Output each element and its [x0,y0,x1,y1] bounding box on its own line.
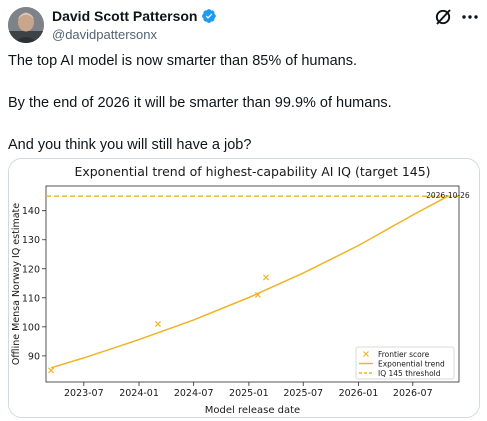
x-tick-label: 2025-07 [283,388,323,399]
y-tick-label: 100 [22,322,40,333]
legend-label: Exponential trend [378,359,445,368]
frontier-point [154,320,161,327]
verified-badge-icon [201,8,217,24]
y-axis-label: Offline Mensa Norway IQ estimate [11,203,22,365]
x-tick-label: 2026-07 [393,388,433,399]
plot-frame [45,185,460,383]
tweet-line: The top AI model is now smarter than 85%… [8,53,357,69]
avatar[interactable] [8,7,44,43]
y-tick-label: 90 [28,351,40,362]
x-axis-label: Model release date [205,405,300,416]
legend-label: Frontier score [378,350,430,359]
x-tick-label: 2023-07 [64,388,104,399]
more-icon[interactable] [461,9,479,25]
legend-label: IQ 145 threshold [378,369,441,378]
x-tick-label: 2026-01 [339,388,379,399]
grok-icon[interactable] [434,8,452,26]
frontier-point [262,274,270,281]
y-tick-label: 120 [22,264,40,275]
handle[interactable]: @davidpattersonx [52,27,157,42]
legend-box [355,346,455,380]
author-block: David Scott Patterson @davidpattersonx [52,8,217,42]
frontier-point [254,291,261,298]
x-tick-label: 2025-01 [229,388,269,399]
display-name[interactable]: David Scott Patterson [52,8,198,24]
y-tick-label: 130 [22,235,40,246]
annotation-label: 2026-10-26 [426,191,470,200]
legend-marker-points [363,351,369,357]
y-tick-label: 140 [22,206,40,217]
tweet-header: David Scott Patterson @davidpattersonx [8,4,487,48]
tweet-media-chart[interactable]: Exponential trend of highest-capability … [8,158,480,418]
frontier-point [48,367,55,374]
trend-line [50,195,449,369]
tweet-line: By the end of 2026 it will be smarter th… [8,95,392,111]
chart: Exponential trend of highest-capability … [9,159,479,417]
chart-title: Exponential trend of highest-capability … [74,164,430,179]
tweet-line: And you think you will still have a job? [8,137,252,153]
y-tick-label: 110 [22,293,40,304]
x-tick-label: 2024-07 [174,388,214,399]
x-tick-label: 2024-01 [119,388,159,399]
